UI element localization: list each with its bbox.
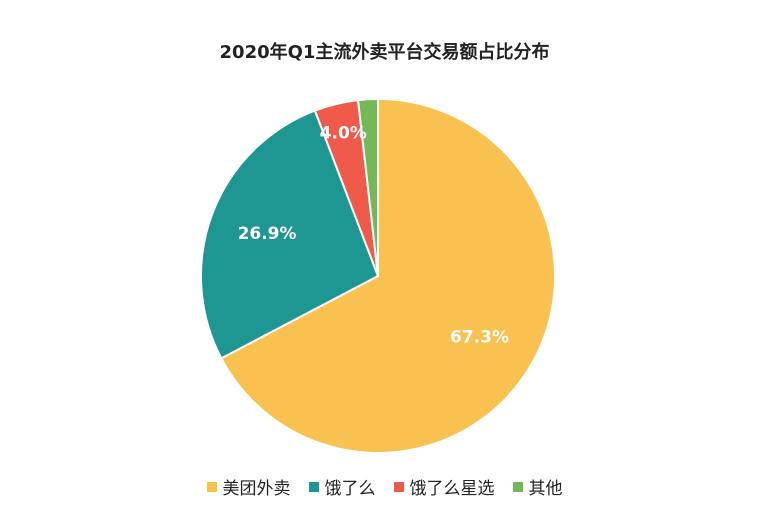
legend-item-1[interactable]: 饿了么 [308, 474, 376, 499]
legend-swatch-1 [308, 481, 319, 492]
legend-swatch-0 [206, 481, 217, 492]
pie-slices [200, 97, 556, 454]
legend-label-0: 美团外卖 [222, 479, 291, 499]
pie-slice-1[interactable] [200, 109, 380, 360]
legend-swatch-3 [512, 481, 523, 492]
data-label-0: 67.3% [450, 327, 509, 347]
legend-item-2[interactable]: 饿了么星选 [393, 474, 495, 499]
pie-labels: 67.3% 26.9% 4.0% [238, 123, 509, 347]
pie-slice-0[interactable] [219, 97, 556, 454]
legend-label-3: 其他 [528, 479, 563, 499]
legend-item-0[interactable]: 美团外卖 [206, 474, 291, 499]
legend-item-3[interactable]: 其他 [512, 474, 563, 499]
pie-slice-3[interactable] [356, 97, 379, 277]
chart-title: 2020年Q1主流外卖平台交易额占比分布 [219, 42, 550, 63]
legend-label-2: 饿了么星选 [409, 479, 495, 499]
legend-swatch-2 [393, 481, 404, 492]
legend-label-1: 饿了么 [324, 479, 376, 499]
data-label-1: 26.9% [238, 224, 297, 244]
data-label-2: 4.0% [320, 123, 367, 143]
chart-legend: 美团外卖 饿了么 饿了么星选 其他 [0, 474, 769, 499]
